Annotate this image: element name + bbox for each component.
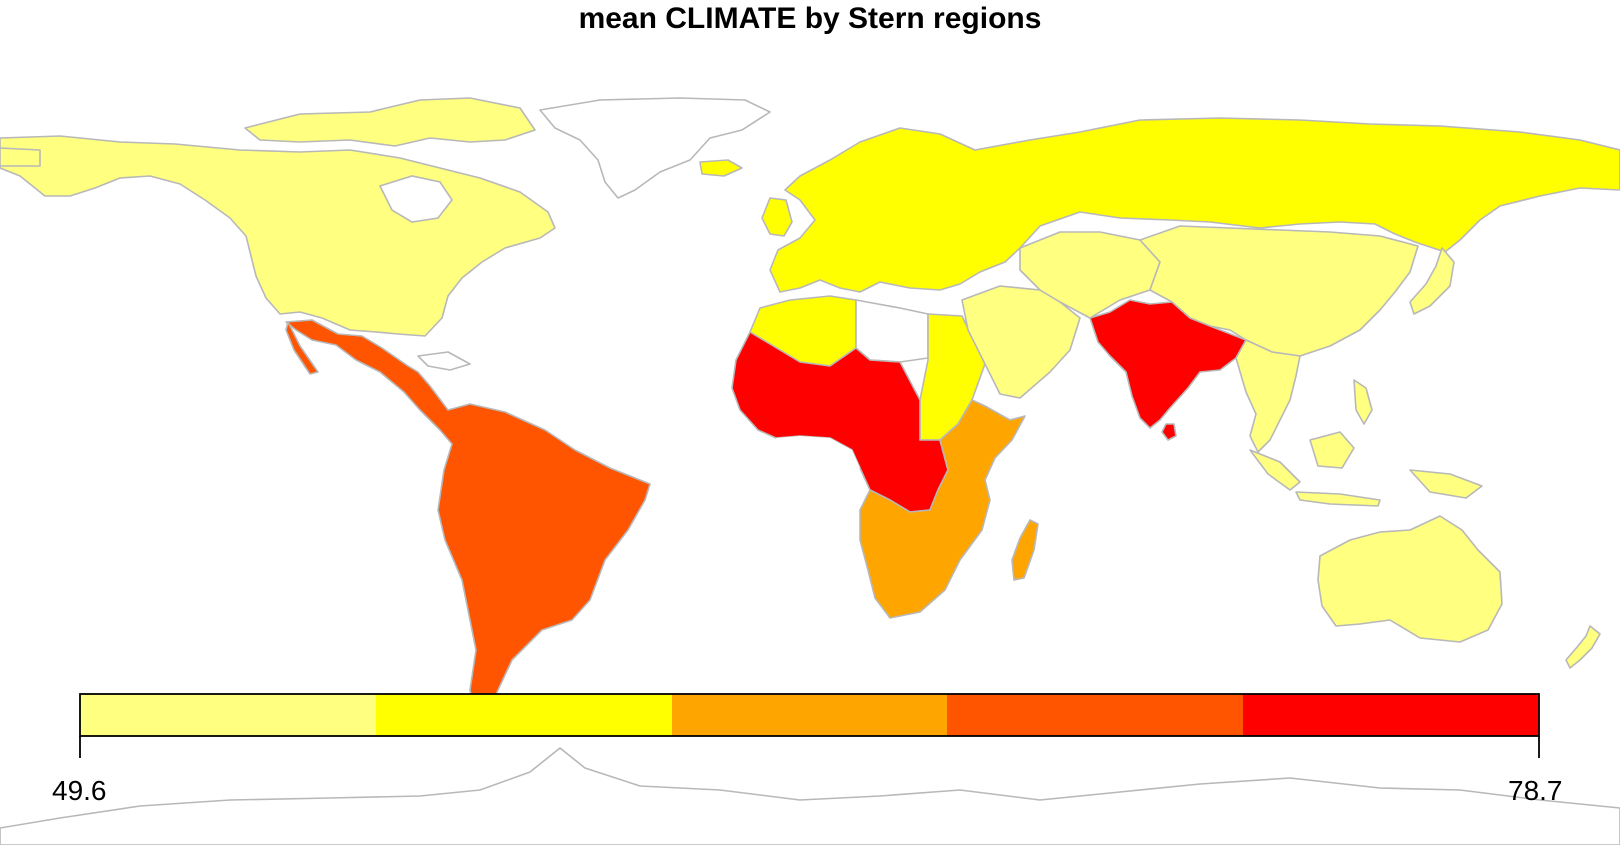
region-iceland	[699, 159, 743, 177]
legend-bin-3	[672, 694, 947, 736]
region-new-zealand	[1565, 625, 1601, 669]
legend-bin-1	[80, 694, 376, 736]
region-central-asia	[1019, 231, 1161, 319]
region-australia	[1317, 515, 1503, 643]
region-java-timor	[1295, 491, 1381, 507]
legend-bin-4	[947, 694, 1243, 736]
region-south-asia	[1089, 299, 1247, 429]
region-new-guinea	[1409, 469, 1483, 499]
region-sri-lanka	[1161, 423, 1177, 441]
region-north-america	[0, 135, 556, 337]
legend-bin-5	[1243, 694, 1539, 736]
gulf-of-guinea	[776, 436, 860, 472]
region-libya	[855, 299, 929, 363]
region-latin-america	[285, 319, 651, 713]
region-middle-east	[961, 285, 1081, 399]
region-caribbean	[417, 351, 471, 371]
region-east-southern-africa	[859, 399, 1026, 619]
region-madagascar	[1011, 519, 1039, 581]
region-philippines	[1353, 379, 1373, 425]
legend-max-label: 78.7	[1508, 775, 1563, 806]
region-japan	[1409, 247, 1455, 315]
region-uk	[761, 197, 793, 237]
region-greenland	[539, 97, 771, 199]
hudson-bay	[378, 175, 453, 223]
legend-color-bar	[79, 693, 1540, 758]
legend-min-label: 49.6	[52, 775, 107, 806]
legend-bar-outline	[79, 693, 1540, 737]
region-europe-russia	[769, 117, 1620, 293]
legend-bin-2	[376, 694, 672, 736]
region-antarctica	[0, 747, 1620, 845]
region-arctic-islands	[244, 97, 536, 147]
map-title: mean CLIMATE by Stern regions	[578, 2, 1042, 35]
region-baja-california	[285, 321, 319, 375]
region-alaska	[0, 147, 41, 167]
region-southeast-asia	[1235, 339, 1301, 453]
region-borneo	[1309, 431, 1355, 469]
region-indonesia-west	[1249, 449, 1301, 491]
